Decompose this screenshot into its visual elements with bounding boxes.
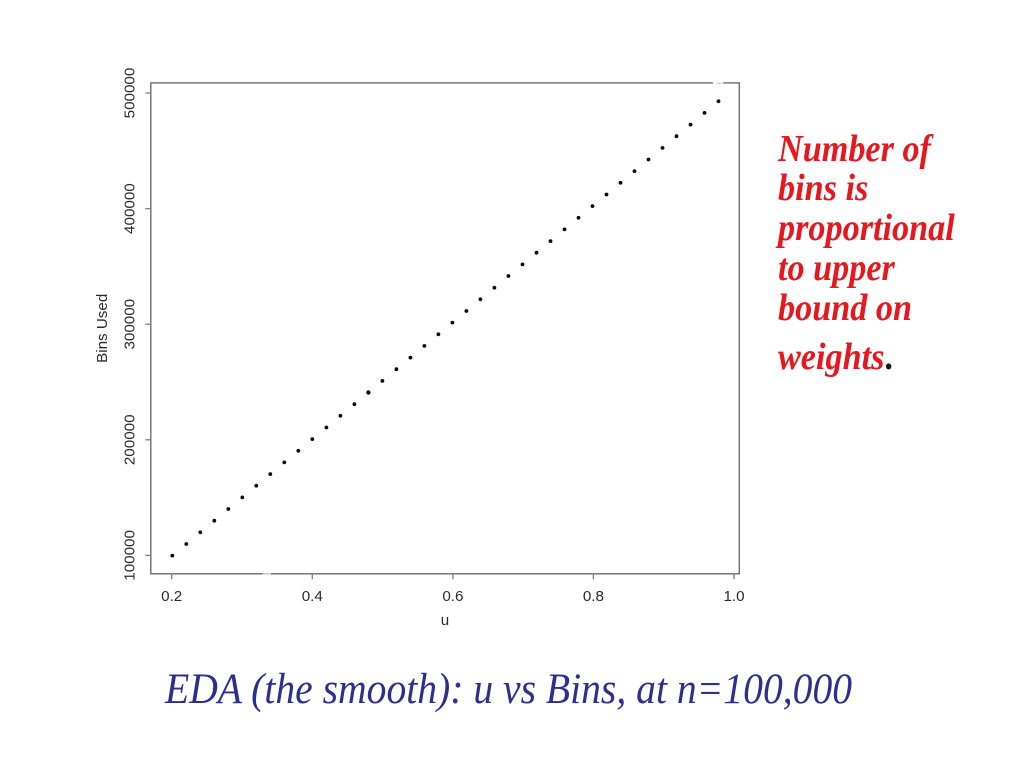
svg-text:400000: 400000 (122, 183, 139, 234)
svg-text:300000: 300000 (122, 299, 139, 350)
svg-text:100000: 100000 (122, 530, 139, 581)
svg-text:0.2: 0.2 (161, 588, 182, 605)
svg-text:0.8: 0.8 (583, 588, 604, 605)
svg-text:1.0: 1.0 (723, 588, 744, 605)
svg-text:u: u (441, 612, 449, 629)
svg-text:200000: 200000 (122, 414, 139, 465)
svg-text:Bins Used: Bins Used (94, 294, 111, 363)
svg-text:500000: 500000 (122, 68, 139, 119)
svg-text:0.6: 0.6 (442, 588, 463, 605)
svg-text:0.4: 0.4 (302, 588, 323, 605)
